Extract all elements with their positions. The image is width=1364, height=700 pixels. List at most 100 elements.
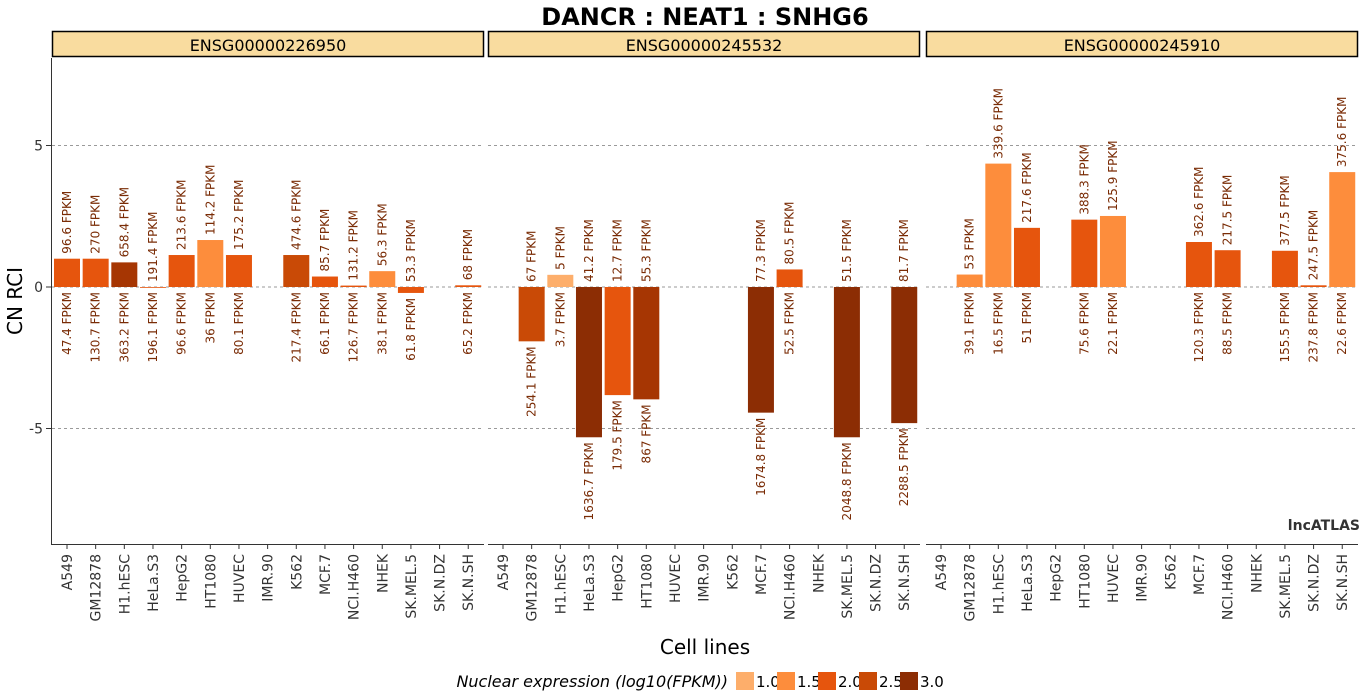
legend-label-1: 1.5 [797, 673, 821, 691]
x-tick-label-1-4: HepG2 [611, 554, 627, 602]
x-tick-label-2-13: SK.N.DZ [1307, 554, 1323, 612]
cyto-label-0-10: 56.3 FPKM [375, 203, 389, 266]
cyto-label-0-11: 53.3 FPKM [404, 219, 418, 282]
cyto-label-1-1: 5 FPKM [553, 226, 567, 270]
x-axis-label: Cell lines [660, 635, 750, 659]
panel-0: ENSG00000226950 A549 GM12878 H1.hESC HeLa.S3… [51, 30, 485, 621]
x-tick-label-2-3: HeLa.S3 [1020, 554, 1036, 612]
cyto-label-2-0: 53 FPKM [963, 218, 977, 269]
nuc-label-2-4: 22.1 FPKM [1106, 292, 1120, 355]
x-tick-label-0-2: H1.hESC [117, 554, 133, 614]
bar-0-4 [168, 255, 195, 287]
nuc-label-2-1: 16.5 FPKM [991, 292, 1005, 355]
y-tick-label-2: 5 [34, 139, 43, 155]
x-tick-label-0-11: NHEK [375, 553, 391, 593]
legend-swatch-4 [900, 672, 918, 690]
cyto-label-2-6: 217.5 FPKM [1221, 175, 1235, 246]
x-tick-label-2-5: HT1080 [1077, 554, 1093, 609]
nuc-label-0-0: 47.4 FPKM [60, 292, 74, 355]
cyto-label-0-12: 68 FPKM [461, 229, 475, 280]
x-tick-label-2-0: A549 [934, 554, 950, 590]
bar-0-0 [54, 258, 80, 287]
bar-2-3 [1071, 219, 1098, 287]
bar-1-5 [747, 287, 774, 413]
panel-2: ENSG00000245910 A549 GM12878 H1.hESC HeLa.S3… [925, 30, 1359, 621]
x-tick-label-0-5: HT1080 [203, 554, 219, 609]
x-tick-label-1-9: MCF.7 [754, 554, 770, 595]
y-tick-label-0: -5 [29, 422, 43, 438]
cyto-label-1-8: 81.7 FPKM [897, 219, 911, 282]
panel-strip-0 [51, 30, 485, 58]
bar-0-8 [311, 276, 338, 287]
cyto-label-0-6: 175.2 FPKM [232, 179, 246, 250]
x-tick-label-2-4: HepG2 [1049, 554, 1065, 602]
chart-title: DANCR : NEAT1 : SNHG6 [541, 3, 868, 31]
nuc-label-2-7: 155.5 FPKM [1278, 292, 1292, 363]
legend-swatch-1 [777, 672, 795, 690]
nuc-label-0-10: 38.1 FPKM [375, 292, 389, 355]
bar-2-8 [1300, 285, 1327, 287]
cyto-label-0-7: 474.6 FPKM [289, 179, 303, 250]
x-tick-label-2-2: H1.hESC [991, 554, 1007, 614]
panels: ENSG00000226950 A549 GM12878 H1.hESC HeLa.S3… [51, 30, 1359, 621]
legend-title: Nuclear expression (log10(FPKM)) [456, 672, 728, 691]
legend-swatch-3 [859, 672, 877, 690]
cyto-label-2-3: 388.3 FPKM [1077, 144, 1091, 215]
x-tick-label-0-14: SK.N.SH [461, 554, 477, 611]
x-tick-label-0-4: HepG2 [175, 554, 191, 602]
bar-0-12 [455, 285, 482, 287]
x-tick-label-1-6: HUVEC [668, 554, 684, 603]
nuc-label-0-1: 130.7 FPKM [89, 292, 103, 363]
bar-2-5 [1185, 242, 1212, 287]
legend-label-2: 2.0 [838, 673, 862, 691]
cyto-label-0-3: 191.4 FPKM [146, 211, 160, 282]
cyto-label-1-4: 55.3 FPKM [639, 219, 653, 282]
nuc-label-1-1: 3.7 FPKM [553, 292, 567, 347]
bar-0-3 [139, 287, 166, 288]
x-tick-label-2-6: HUVEC [1106, 554, 1122, 603]
nuc-label-1-2: 1636.7 FPKM [582, 442, 596, 520]
bar-1-8 [891, 287, 918, 424]
x-tick-label-1-1: GM12878 [525, 554, 541, 621]
x-tick-label-2-1: GM12878 [963, 554, 979, 621]
x-tick-label-1-13: SK.N.DZ [869, 554, 885, 612]
nuc-label-2-0: 39.1 FPKM [963, 292, 977, 355]
cyto-label-2-5: 362.6 FPKM [1192, 166, 1206, 237]
x-tick-label-0-6: HUVEC [232, 554, 248, 603]
cyto-label-1-7: 51.5 FPKM [840, 219, 854, 282]
cyto-label-2-8: 247.5 FPKM [1307, 210, 1321, 281]
nuc-label-0-8: 66.1 FPKM [318, 292, 332, 355]
cyto-label-0-0: 96.6 FPKM [60, 191, 74, 254]
legend: Nuclear expression (log10(FPKM)) 1.0 1.5 2.… [456, 672, 944, 691]
nuc-label-0-5: 36 FPKM [203, 292, 217, 343]
x-tick-label-1-12: SK.MEL.5 [840, 554, 856, 619]
panel-strip-label-2: ENSG00000245910 [1064, 36, 1221, 55]
x-tick-label-1-11: NHEK [811, 553, 827, 593]
nuc-label-0-12: 65.2 FPKM [461, 292, 475, 355]
nuc-label-2-3: 75.6 FPKM [1077, 292, 1091, 355]
nuc-label-1-5: 1674.8 FPKM [754, 418, 768, 496]
cyto-label-0-5: 114.2 FPKM [203, 164, 217, 235]
nuc-label-0-2: 363.2 FPKM [117, 292, 131, 363]
x-tick-label-1-8: K562 [725, 554, 741, 590]
x-tick-label-1-0: A549 [496, 554, 512, 590]
bar-2-7 [1271, 250, 1298, 287]
legend-label-0: 1.0 [756, 673, 780, 691]
cyto-label-2-9: 375.6 FPKM [1335, 97, 1349, 168]
cyto-label-0-9: 131.2 FPKM [347, 210, 361, 281]
cyto-label-1-5: 77.3 FPKM [754, 219, 768, 282]
bar-1-3 [604, 287, 631, 396]
nuc-label-2-5: 120.3 FPKM [1192, 292, 1206, 363]
cyto-label-1-3: 12.7 FPKM [611, 219, 625, 282]
x-tick-label-0-13: SK.N.DZ [433, 554, 449, 612]
bar-0-2 [111, 262, 138, 287]
nuc-label-1-7: 2048.8 FPKM [840, 442, 854, 520]
x-tick-label-2-7: IMR.90 [1135, 554, 1151, 602]
cyto-label-2-1: 339.6 FPKM [991, 88, 1005, 159]
nuc-label-0-9: 126.7 FPKM [347, 292, 361, 363]
nuc-label-0-6: 80.1 FPKM [232, 292, 246, 355]
x-tick-label-2-8: K562 [1163, 554, 1179, 590]
bar-0-11 [397, 287, 424, 293]
x-tick-label-1-7: IMR.90 [697, 554, 713, 602]
